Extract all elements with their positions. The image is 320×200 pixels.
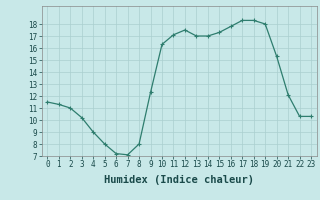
X-axis label: Humidex (Indice chaleur): Humidex (Indice chaleur) [104,175,254,185]
